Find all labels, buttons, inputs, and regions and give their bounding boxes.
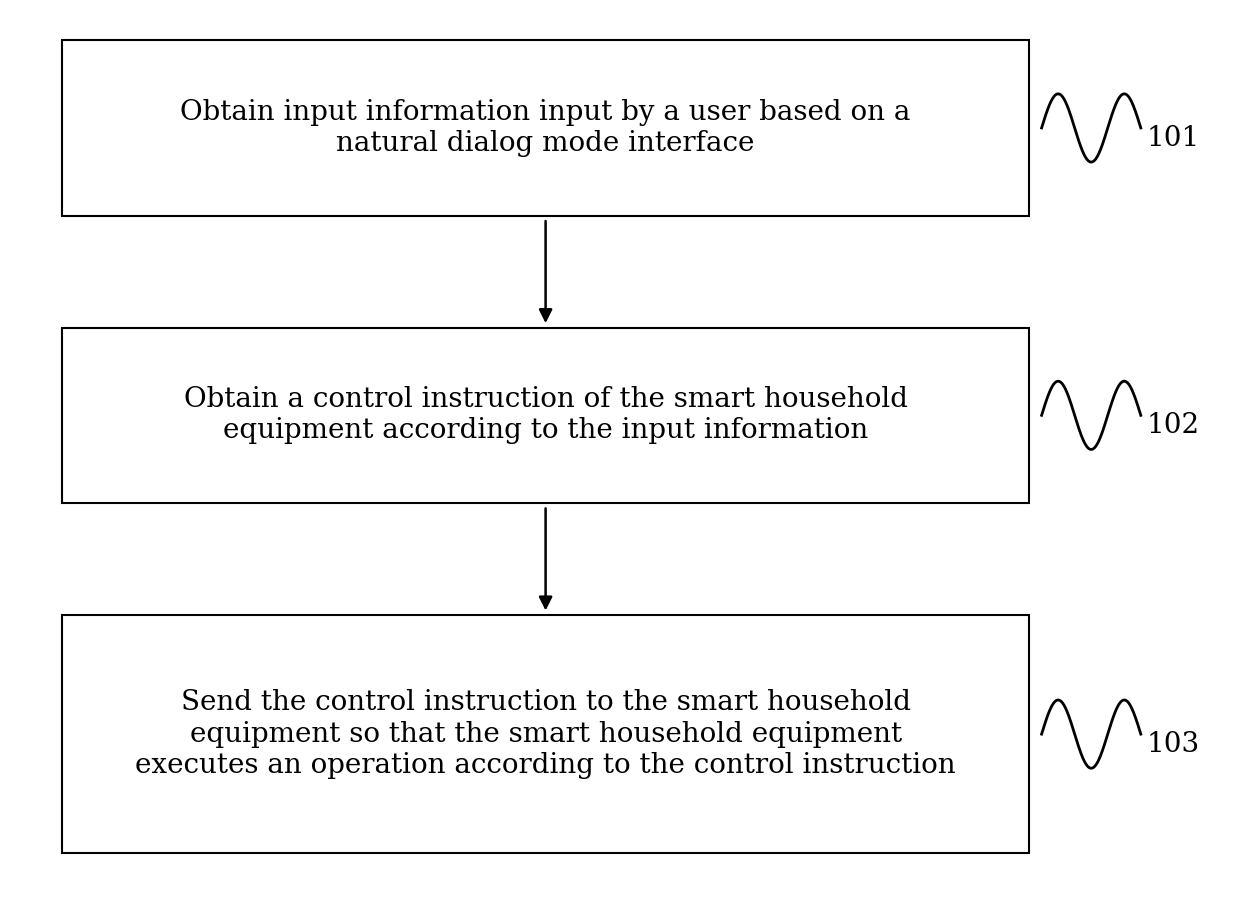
Text: Send the control instruction to the smart household
equipment so that the smart : Send the control instruction to the smar… — [135, 690, 956, 779]
FancyBboxPatch shape — [62, 40, 1029, 216]
Text: 102: 102 — [1147, 412, 1200, 439]
Text: Obtain a control instruction of the smart household
equipment according to the i: Obtain a control instruction of the smar… — [184, 386, 908, 445]
Text: 103: 103 — [1147, 731, 1200, 758]
FancyBboxPatch shape — [62, 328, 1029, 503]
FancyBboxPatch shape — [62, 615, 1029, 853]
Text: Obtain input information input by a user based on a
natural dialog mode interfac: Obtain input information input by a user… — [180, 99, 911, 157]
Text: 101: 101 — [1147, 125, 1200, 152]
